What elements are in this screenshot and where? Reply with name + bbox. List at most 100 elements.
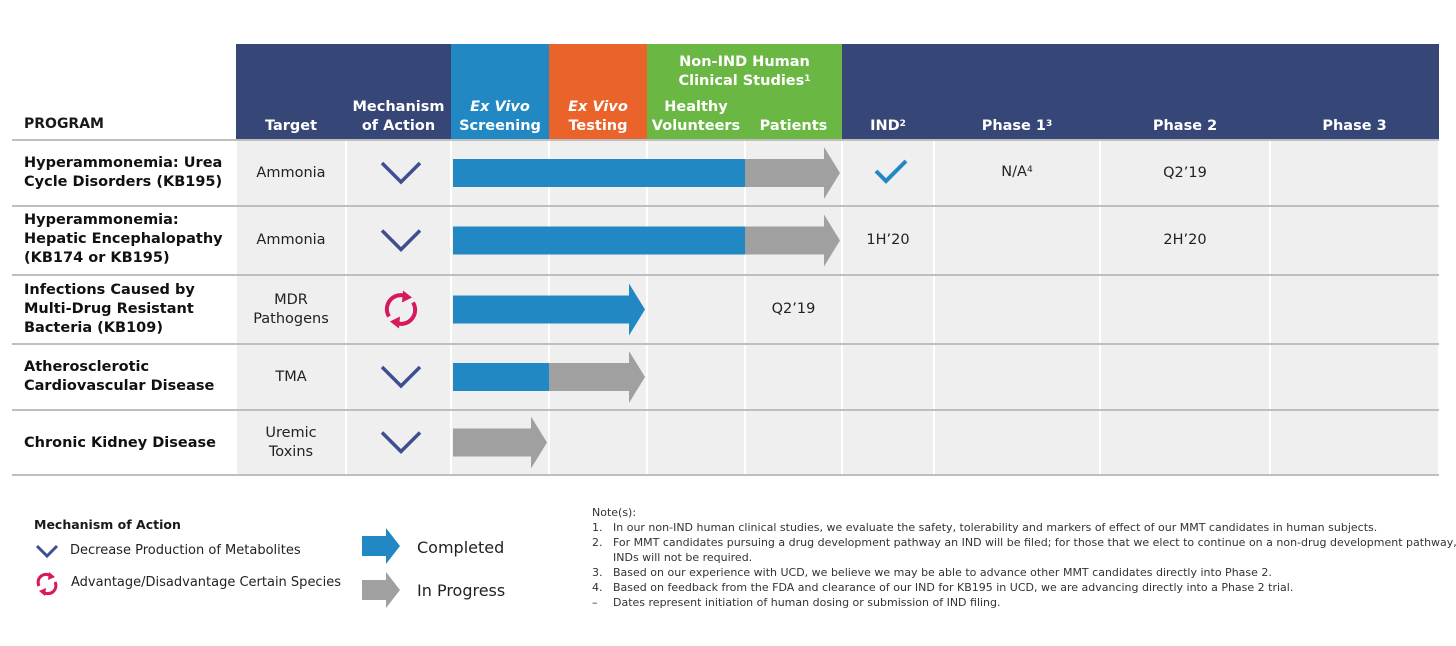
notes-title: Note(s): — [592, 506, 637, 519]
non-ind-line1: Non-IND Human — [679, 54, 810, 70]
patients-row3: Q2’19 — [745, 300, 842, 319]
decrease-chevron-icon — [380, 431, 422, 454]
non-ind-line2: Clinical Studies — [678, 73, 805, 89]
ind-value: 1H’20 — [866, 232, 910, 248]
healthy-line2: Volunteers — [651, 118, 741, 134]
in-progress-arrow — [745, 147, 840, 199]
target-header-label: Target — [264, 118, 318, 134]
in-progress-arrow — [745, 214, 840, 267]
legend-advantage-label: Advantage/Disadvantage Certain Species — [71, 575, 341, 590]
in-progress-arrow — [453, 416, 547, 469]
grid-cell — [746, 276, 841, 343]
grid-cell — [843, 207, 933, 274]
grid-cell — [347, 345, 450, 409]
legend-decrease-label: Decrease Production of Metabolites — [70, 543, 301, 558]
target-line: Ammonia — [256, 165, 326, 181]
row-divider — [12, 409, 1439, 411]
grid-cell — [1101, 345, 1269, 409]
note-number: 1. — [592, 521, 603, 534]
phase2-row1: Q2’19 — [1100, 164, 1270, 183]
phase2-value: Q2’19 — [1163, 165, 1207, 181]
footnotes: Note(s): 1. In our non-IND human clinical… — [592, 505, 1456, 610]
completed-arrow — [453, 283, 645, 336]
phase3-column-header: Phase 3 — [1270, 44, 1439, 139]
target-row5: Uremic Toxins — [236, 424, 346, 462]
program-line: Hepatic Encephalopathy — [24, 231, 223, 247]
legend-completed-arrow — [362, 528, 400, 564]
phase1-value: N/A — [1001, 164, 1027, 180]
mechanism-header-line1: Mechanism — [352, 99, 445, 115]
grid-cell — [648, 345, 744, 409]
grid-cell — [1271, 141, 1438, 205]
decrease-chevron-icon — [380, 229, 422, 252]
program-line: Cardiovascular Disease — [24, 378, 215, 394]
program-name-row4: Atherosclerotic Cardiovascular Disease — [24, 358, 214, 396]
target-line: Ammonia — [256, 232, 326, 248]
target-line: Pathogens — [253, 311, 329, 327]
ind-row2: 1H’20 — [842, 231, 934, 250]
phase2-row2: 2H’20 — [1100, 231, 1270, 250]
grid-cell — [935, 141, 1099, 205]
grid-cell — [935, 345, 1099, 409]
completed-bar — [453, 226, 745, 255]
note-number: – — [592, 596, 598, 609]
ex-vivo-screening-line1: Ex Vivo — [470, 99, 530, 115]
program-line: Infections Caused by — [24, 282, 195, 298]
non-ind-header: Non-IND Human Clinical Studies1 — [647, 53, 842, 91]
grid-cell — [347, 276, 450, 343]
phase2-value: 2H’20 — [1163, 232, 1207, 248]
program-name-row2: Hyperammonemia: Hepatic Encephalopathy (… — [24, 211, 223, 268]
cycle-arrowhead-icon — [402, 290, 412, 303]
note-text: Dates represent initiation of human dosi… — [613, 596, 1001, 609]
ind-check-icon — [874, 159, 908, 184]
grid-cell — [843, 411, 933, 474]
grid-cell — [1101, 276, 1269, 343]
phase1-value-footnote: 4 — [1026, 165, 1033, 175]
target-column-header: Target — [236, 44, 346, 139]
phase2-label: Phase 2 — [1152, 118, 1218, 134]
non-ind-header-block — [647, 44, 842, 139]
grid-cell — [237, 207, 345, 274]
ind-footnote: 2 — [899, 119, 906, 129]
non-ind-footnote: 1 — [804, 74, 811, 84]
target-row4: TMA — [236, 368, 346, 387]
target-line: TMA — [275, 369, 307, 385]
note-3: 3. Based on our experience with UCD, we b… — [592, 565, 1456, 580]
program-name-row5: Chronic Kidney Disease — [24, 434, 216, 453]
legend-completed-label: Completed — [417, 538, 505, 557]
program-column-header: PROGRAM — [24, 116, 104, 132]
note-1: 1. In our non-IND human clinical studies,… — [592, 520, 1456, 535]
phase2-column-header: Phase 2 — [1100, 44, 1270, 139]
program-line: Chronic Kidney Disease — [24, 435, 216, 451]
note-number: 2. — [592, 536, 603, 549]
target-row2: Ammonia — [236, 231, 346, 250]
legend-title: Mechanism of Action — [34, 517, 181, 532]
ex-vivo-testing-header: Ex Vivo Testing — [549, 44, 647, 139]
grid-cell — [1271, 345, 1438, 409]
grid-cell — [1101, 411, 1269, 474]
note-5: – Dates represent initiation of human dos… — [592, 595, 1456, 610]
ex-vivo-screening-header: Ex Vivo Screening — [451, 44, 549, 139]
program-line: Hyperammonemia: Urea — [24, 155, 223, 171]
ind-label: IND — [870, 118, 900, 134]
note-text: Based on our experience with UCD, we bel… — [613, 566, 1272, 579]
patients-header: Patients — [745, 44, 842, 139]
note-text: Based on feedback from the FDA and clear… — [613, 581, 1294, 594]
legend-in-progress-label: In Progress — [417, 581, 506, 600]
grid-cell — [347, 207, 450, 274]
grid-cell — [1271, 207, 1438, 274]
program-line: Hyperammonemia: — [24, 212, 179, 228]
grid-cell — [935, 207, 1099, 274]
row-divider — [12, 205, 1439, 207]
grid-cell — [237, 411, 345, 474]
grid-cell — [843, 345, 933, 409]
grid-cell — [935, 276, 1099, 343]
grid-cell — [237, 276, 345, 343]
note-2-continued: INDs will not be required. — [613, 551, 753, 564]
grid-cell — [746, 411, 841, 474]
grid-cell — [550, 411, 646, 474]
row-divider — [12, 343, 1439, 345]
legend-in-progress-arrow — [362, 572, 400, 608]
completed-bar — [453, 363, 549, 391]
grid-cell — [1101, 207, 1269, 274]
